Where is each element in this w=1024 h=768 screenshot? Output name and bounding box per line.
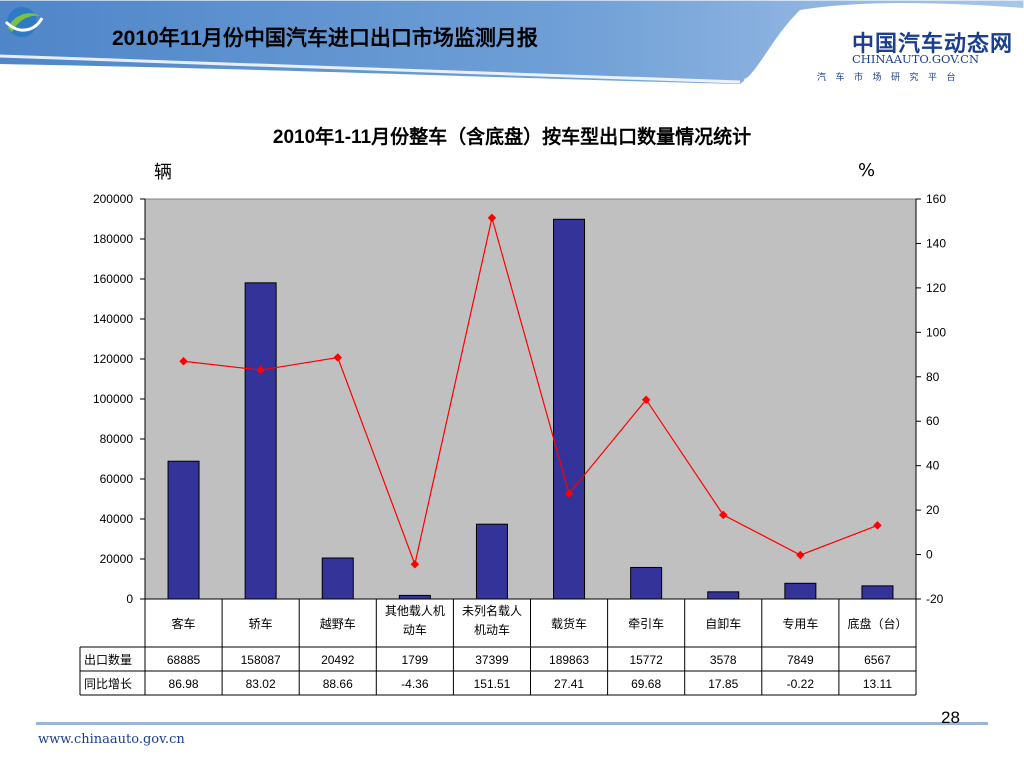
right-axis-tick-label: 100 [926, 325, 946, 339]
table-cell: 17.85 [708, 677, 738, 691]
left-axis-tick-label: 40000 [100, 512, 134, 526]
left-axis-tick-label: 60000 [100, 472, 134, 486]
logo-tagline: 汽车市场研究平台 [817, 73, 966, 83]
right-axis-tick-label: 60 [926, 414, 940, 428]
left-axis-tick-label: 180000 [93, 232, 133, 246]
right-axis-tick-label: 40 [926, 459, 940, 473]
right-axis-unit: % [858, 160, 876, 181]
table-cell: 151.51 [474, 677, 511, 691]
category-label: 底盘（台） [847, 616, 907, 631]
table-cell: 158087 [241, 653, 281, 667]
category-label: 专用车 [782, 616, 818, 631]
left-axis-tick-label: 80000 [100, 432, 134, 446]
left-axis-tick-label: 140000 [93, 312, 133, 326]
category-label: 未列名载人 [462, 603, 522, 618]
bar-10 [861, 585, 894, 600]
table-cell: 88.66 [323, 677, 353, 691]
globe-swoosh-icon [4, 7, 44, 37]
category-label: 轿车 [249, 616, 273, 631]
bar-8 [707, 591, 740, 600]
bar-6 [553, 218, 586, 600]
category-label: 动车 [403, 622, 427, 637]
growth-point-2 [256, 365, 265, 375]
growth-point-7 [641, 395, 651, 404]
table-cell: 86.98 [169, 677, 199, 691]
header-banner [0, 0, 1024, 84]
growth-point-3 [333, 353, 342, 362]
category-label: 牵引车 [628, 616, 664, 631]
table-cell: 20492 [321, 653, 355, 667]
chart-title: 2010年1-11月份整车（含底盘）按车型出口数量情况统计 [272, 127, 752, 148]
bar-1 [167, 460, 200, 600]
right-axis-tick-label: -20 [926, 592, 944, 606]
table-cell: 7849 [787, 653, 814, 667]
slide-header: 2010年11月份中国汽车进口出口市场监测月报 中国汽车动态网 CHINAAUT… [0, 0, 1024, 90]
footer-divider [36, 722, 988, 725]
table-cell: -4.36 [401, 677, 429, 691]
table-cell: 1799 [401, 653, 428, 667]
right-axis-tick-label: 80 [926, 370, 940, 384]
slide-title: 2010年11月份中国汽车进口出口市场监测月报 [112, 27, 538, 50]
page-number: 28 [941, 708, 960, 727]
growth-point-1 [179, 357, 188, 366]
bar-4 [398, 594, 431, 600]
left-axis-tick-label: 0 [126, 592, 133, 606]
right-axis-tick-label: 20 [926, 503, 940, 517]
right-axis-tick-label: 160 [926, 192, 946, 206]
bar-3 [321, 557, 354, 600]
table-cell: 13.11 [863, 677, 892, 691]
table-cell: 189863 [549, 653, 589, 667]
table-cell: 69.68 [631, 677, 661, 691]
bar-7 [630, 566, 663, 600]
footer-url[interactable]: www.chinaauto.gov.cn [38, 732, 185, 747]
growth-point-5 [487, 213, 497, 223]
table-cell: 37399 [475, 653, 509, 667]
growth-point-6 [564, 489, 574, 498]
bar-9 [784, 582, 817, 600]
left-axis-unit: 辆 [154, 162, 172, 183]
left-axis-tick-label: 20000 [100, 552, 134, 566]
right-axis-tick-label: 140 [926, 236, 946, 250]
table-cell: 68885 [167, 653, 201, 667]
logo-name: 中国汽车动态网 [852, 32, 1014, 57]
table-cell: -0.22 [787, 677, 815, 691]
right-axis-tick-label: 0 [926, 548, 933, 562]
table-cell: 3578 [710, 653, 737, 667]
right-axis-tick-label: 120 [926, 281, 946, 295]
bar-5 [475, 523, 508, 600]
category-label: 客车 [172, 616, 196, 631]
growth-point-4 [410, 560, 420, 569]
left-axis-tick-label: 100000 [93, 392, 133, 406]
table-cell: 83.02 [246, 677, 276, 691]
left-axis-tick-label: 200000 [93, 192, 133, 206]
table-cell: 15772 [629, 653, 663, 667]
category-label: 自卸车 [705, 616, 741, 631]
category-label: 机动车 [474, 622, 510, 637]
table-cell: 27.41 [554, 677, 584, 691]
table-row-label: 出口数量 [84, 652, 132, 667]
logo-domain: CHINAAUTO.GOV.CN [852, 52, 980, 66]
growth-line [183, 217, 878, 567]
category-label: 越野车 [320, 616, 356, 631]
table-row-label: 同比增长 [84, 677, 132, 691]
left-axis-tick-label: 160000 [93, 272, 133, 286]
category-label: 载货车 [551, 616, 587, 631]
category-label: 其他载人机 [385, 604, 445, 618]
growth-point-10 [873, 521, 882, 530]
growth-point-8 [719, 510, 728, 520]
left-axis-tick-label: 120000 [93, 352, 133, 366]
bar-2 [244, 282, 277, 600]
growth-point-9 [796, 550, 805, 560]
table-cell: 6567 [864, 653, 891, 667]
